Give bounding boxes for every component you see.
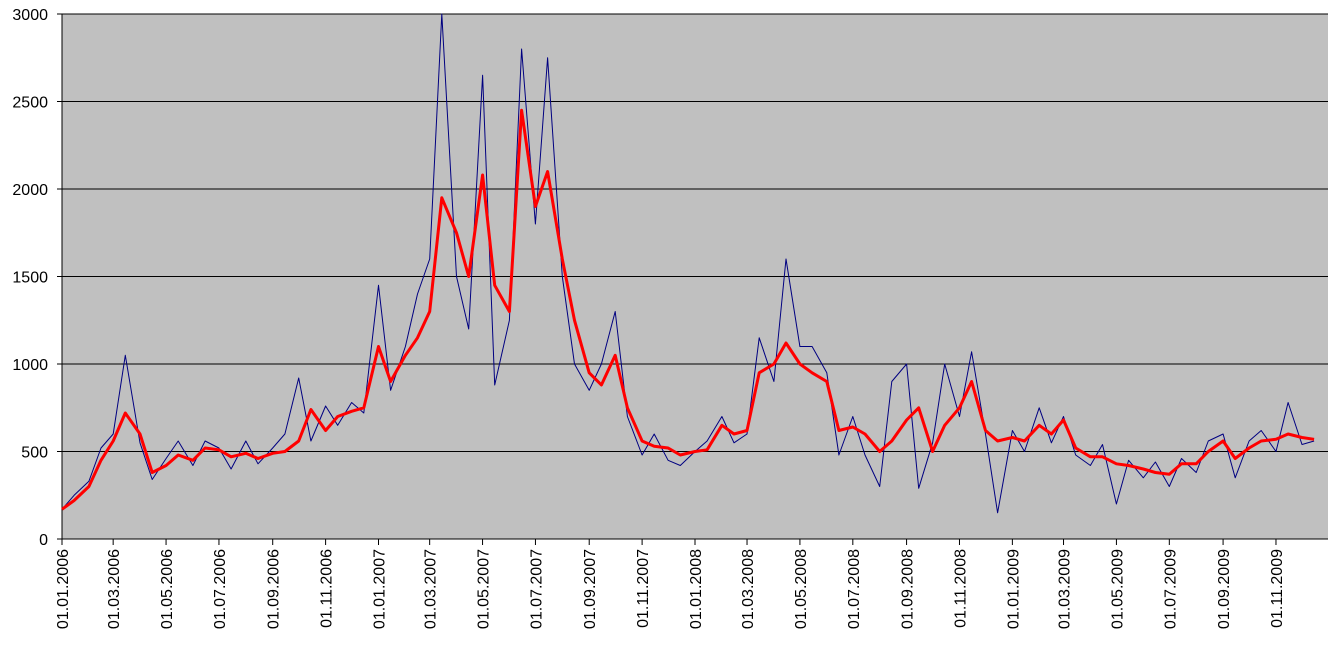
x-tick-label: 01.03.2008 xyxy=(740,549,757,629)
x-tick-label: 01.01.2009 xyxy=(1005,549,1022,629)
y-tick-label: 0 xyxy=(39,532,48,549)
series-line xyxy=(61,13,1315,514)
x-tick-label: 01.11.2006 xyxy=(319,549,336,628)
x-tick-label: 01.05.2008 xyxy=(793,549,810,629)
x-tick-label: 01.07.2007 xyxy=(528,549,545,629)
x-tick-label: 01.01.2008 xyxy=(688,549,705,629)
x-tick-label: 01.11.2008 xyxy=(952,549,969,628)
x-tick-label: 01.07.2006 xyxy=(212,549,229,629)
y-tick-label: 1500 xyxy=(12,270,48,287)
x-tick-label: 01.03.2006 xyxy=(106,549,123,629)
x-tick-label: 01.07.2008 xyxy=(846,549,863,629)
x-tick-label: 01.07.2009 xyxy=(1162,549,1179,629)
y-tick-label: 500 xyxy=(21,445,48,462)
x-tick-label: 01.11.2009 xyxy=(1269,549,1286,628)
x-tick-label: 01.05.2009 xyxy=(1109,549,1126,629)
x-tick-label: 01.05.2006 xyxy=(159,549,176,629)
y-tick-label: 3000 xyxy=(12,7,48,24)
x-tick-label: 01.03.2009 xyxy=(1057,549,1074,629)
x-tick-label: 01.11.2007 xyxy=(635,549,652,628)
x-tick-label: 01.09.2008 xyxy=(900,549,917,629)
series-line xyxy=(61,108,1315,511)
y-tick-label: 2000 xyxy=(12,182,48,199)
x-tick-label: 01.01.2006 xyxy=(55,549,72,629)
y-tick-label: 1000 xyxy=(12,357,48,374)
x-tick-label: 01.03.2007 xyxy=(423,549,440,629)
y-tick-label: 2500 xyxy=(12,95,48,112)
x-tick-label: 01.01.2007 xyxy=(372,549,389,629)
x-tick-label: 01.09.2009 xyxy=(1216,549,1233,629)
x-tick-label: 01.09.2007 xyxy=(582,549,599,629)
x-tick-label: 01.09.2006 xyxy=(266,549,283,629)
x-tick-label: 01.05.2007 xyxy=(476,549,493,629)
